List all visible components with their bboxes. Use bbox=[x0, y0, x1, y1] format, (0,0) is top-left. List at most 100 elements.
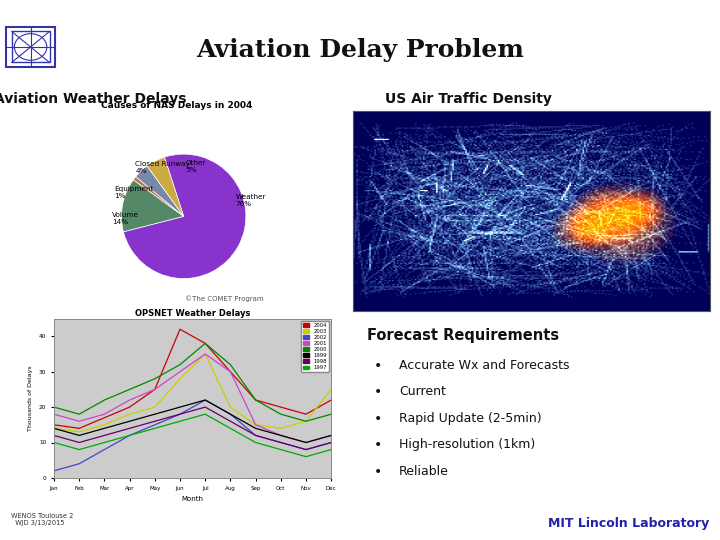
2003 bbox=[251, 422, 260, 428]
2003 bbox=[100, 422, 109, 428]
2001 bbox=[251, 422, 260, 428]
Y-axis label: Thousands of Delays: Thousands of Delays bbox=[28, 366, 33, 431]
Text: ©The COMET Program: ©The COMET Program bbox=[184, 295, 264, 302]
Line: 2004: 2004 bbox=[54, 329, 331, 428]
Text: Weather
76%: Weather 76% bbox=[235, 194, 266, 207]
1997 bbox=[327, 447, 336, 453]
1999 bbox=[125, 418, 134, 424]
Text: Other
5%: Other 5% bbox=[185, 160, 206, 173]
Text: US Air Traffic Density: US Air Traffic Density bbox=[384, 92, 552, 106]
Text: •: • bbox=[374, 359, 382, 373]
2003 bbox=[226, 404, 235, 410]
1998 bbox=[226, 418, 235, 424]
2002 bbox=[276, 439, 285, 446]
2000 bbox=[302, 418, 310, 424]
2000 bbox=[100, 397, 109, 403]
2004 bbox=[75, 425, 84, 431]
2004 bbox=[201, 340, 210, 347]
2001 bbox=[125, 397, 134, 403]
2001 bbox=[276, 432, 285, 438]
Line: 2002: 2002 bbox=[54, 400, 331, 471]
2003 bbox=[327, 386, 336, 393]
Wedge shape bbox=[123, 154, 246, 279]
Text: Accurate Wx and Forecasts: Accurate Wx and Forecasts bbox=[399, 359, 570, 372]
2000 bbox=[176, 361, 184, 368]
Title: Causes of NAS Delays in 2004: Causes of NAS Delays in 2004 bbox=[101, 100, 253, 110]
1997 bbox=[176, 418, 184, 424]
2002 bbox=[100, 447, 109, 453]
2003 bbox=[150, 404, 159, 410]
1999 bbox=[226, 411, 235, 417]
2004 bbox=[327, 397, 336, 403]
2003 bbox=[125, 411, 134, 417]
1997 bbox=[150, 425, 159, 431]
Text: •: • bbox=[374, 412, 382, 426]
Text: •: • bbox=[374, 385, 382, 399]
1999 bbox=[201, 397, 210, 403]
2001 bbox=[100, 411, 109, 417]
1998 bbox=[327, 439, 336, 446]
2004 bbox=[50, 422, 58, 428]
2004 bbox=[251, 397, 260, 403]
2002 bbox=[176, 411, 184, 417]
2001 bbox=[75, 418, 84, 424]
Title: OPSNET Weather Delays: OPSNET Weather Delays bbox=[135, 309, 251, 318]
1998 bbox=[50, 432, 58, 438]
2000 bbox=[75, 411, 84, 417]
Wedge shape bbox=[136, 166, 184, 217]
Legend: 2004, 2003, 2002, 2001, 2000, 1999, 1998, 1997: 2004, 2003, 2002, 2001, 2000, 1999, 1998… bbox=[302, 321, 328, 372]
Text: MIT Lincoln Laboratory: MIT Lincoln Laboratory bbox=[548, 517, 709, 530]
1999 bbox=[302, 439, 310, 446]
2004 bbox=[150, 386, 159, 393]
1998 bbox=[125, 425, 134, 431]
Text: Aviation Delay Problem: Aviation Delay Problem bbox=[196, 38, 524, 62]
2003 bbox=[176, 375, 184, 382]
Line: 1997: 1997 bbox=[54, 414, 331, 457]
2000 bbox=[125, 386, 134, 393]
Text: Aviation Weather Delays: Aviation Weather Delays bbox=[0, 92, 186, 106]
1997 bbox=[302, 454, 310, 460]
1997 bbox=[125, 432, 134, 438]
2000 bbox=[150, 375, 159, 382]
1998 bbox=[150, 418, 159, 424]
1999 bbox=[100, 425, 109, 431]
1999 bbox=[50, 425, 58, 431]
Text: Equipment
1%: Equipment 1% bbox=[114, 186, 154, 199]
2001 bbox=[327, 432, 336, 438]
2001 bbox=[176, 368, 184, 375]
Line: 1998: 1998 bbox=[54, 407, 331, 450]
1998 bbox=[251, 432, 260, 438]
2002 bbox=[302, 447, 310, 453]
2004 bbox=[100, 415, 109, 421]
2000 bbox=[327, 411, 336, 417]
1998 bbox=[302, 447, 310, 453]
2003 bbox=[50, 425, 58, 431]
2000 bbox=[276, 411, 285, 417]
Text: •: • bbox=[374, 465, 382, 479]
Text: •: • bbox=[374, 438, 382, 453]
Text: Reliable: Reliable bbox=[399, 465, 449, 478]
2002 bbox=[226, 411, 235, 417]
Line: 2001: 2001 bbox=[54, 354, 331, 442]
2003 bbox=[201, 351, 210, 357]
2004 bbox=[176, 326, 184, 333]
Text: WENOS Toulouse 2
  WJD 3/13/2015: WENOS Toulouse 2 WJD 3/13/2015 bbox=[11, 514, 73, 526]
Wedge shape bbox=[133, 177, 184, 217]
1997 bbox=[201, 411, 210, 417]
Text: Volume
14%: Volume 14% bbox=[112, 212, 139, 225]
1999 bbox=[276, 432, 285, 438]
1998 bbox=[100, 432, 109, 438]
1997 bbox=[251, 439, 260, 446]
2000 bbox=[201, 340, 210, 347]
1997 bbox=[226, 425, 235, 431]
Text: High-resolution (1km): High-resolution (1km) bbox=[399, 438, 536, 451]
1997 bbox=[100, 439, 109, 446]
2002 bbox=[125, 432, 134, 438]
2000 bbox=[251, 397, 260, 403]
2000 bbox=[50, 404, 58, 410]
2004 bbox=[276, 404, 285, 410]
1999 bbox=[150, 411, 159, 417]
Line: 2003: 2003 bbox=[54, 354, 331, 432]
2001 bbox=[201, 351, 210, 357]
2002 bbox=[251, 432, 260, 438]
